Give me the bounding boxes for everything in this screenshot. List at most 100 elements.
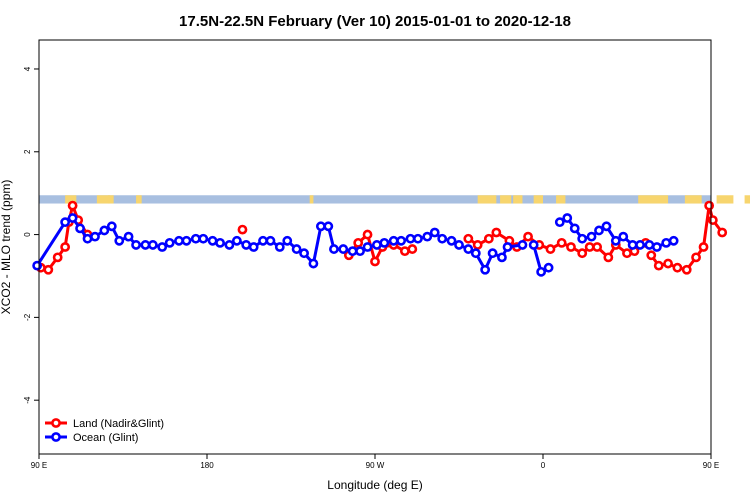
series-ocean [32, 213, 679, 277]
data-point [60, 217, 71, 228]
land-mask-segment [309, 195, 314, 204]
data-point [470, 248, 481, 259]
data-point [545, 244, 556, 254]
data-point [405, 233, 416, 244]
land-mask-segment [684, 195, 702, 204]
data-point [237, 224, 248, 235]
land-mask-segment [108, 195, 114, 204]
y-axis-label: XCO2 - MLO trend (ppm) [0, 180, 13, 315]
data-point [603, 252, 614, 263]
land-mask-segment [477, 195, 497, 204]
ocean-mask [39, 195, 711, 204]
data-point [562, 213, 573, 223]
land-mask-segment [744, 195, 750, 204]
data-point [388, 235, 399, 246]
x-tick-label: 90 E [703, 461, 719, 470]
land-mask-segment [96, 195, 110, 204]
data-point [635, 240, 645, 250]
y-axis: -4 -2 0 2 4 [23, 66, 39, 404]
plot-series [32, 200, 728, 277]
data-point [174, 235, 184, 246]
data-point [566, 242, 576, 252]
data-point [190, 233, 201, 244]
data-point [586, 231, 597, 242]
data-point [106, 221, 117, 232]
data-point [265, 235, 276, 246]
data-point [610, 235, 621, 246]
y-tick-label: 2 [23, 149, 32, 154]
series-line [40, 204, 89, 272]
data-point [157, 242, 168, 252]
x-tick-label: 90 W [366, 461, 385, 470]
data-point [663, 258, 673, 269]
y-tick-label: -4 [23, 396, 32, 404]
data-point [487, 248, 498, 259]
data-point [646, 250, 657, 261]
data-point [497, 252, 507, 263]
data-point [52, 252, 63, 263]
x-tick-label: 90 E [31, 461, 47, 470]
data-point [215, 237, 225, 248]
data-point [681, 264, 692, 275]
data-point [644, 240, 655, 250]
data-point [231, 235, 242, 246]
data-point [437, 233, 448, 244]
data-point [543, 262, 554, 273]
data-point [618, 231, 629, 242]
data-point [704, 200, 715, 211]
data-point [362, 242, 373, 252]
data-point [353, 237, 364, 248]
data-point [224, 240, 235, 250]
data-point [523, 231, 533, 242]
data-point [90, 231, 100, 242]
legend-marker [51, 418, 61, 428]
x-axis-label: Longitude (deg E) [327, 478, 422, 492]
data-point [396, 235, 407, 246]
data-point [707, 215, 718, 225]
legend-marker [51, 432, 61, 442]
legend-label: Ocean (Glint) [73, 432, 138, 444]
data-point [651, 242, 662, 252]
data-point [308, 258, 319, 269]
data-point [323, 221, 334, 232]
data-point [594, 225, 604, 236]
x-axis: 90 E 180 90 W 0 90 E [31, 454, 719, 470]
data-point [698, 242, 709, 252]
data-point [554, 217, 565, 228]
data-point [601, 221, 612, 232]
data-point [592, 242, 603, 252]
data-point [577, 233, 588, 244]
data-point [198, 233, 209, 244]
data-point [463, 244, 474, 254]
data-point [123, 231, 134, 242]
land-mask-band [39, 195, 750, 204]
data-point [114, 235, 125, 246]
data-point [413, 233, 423, 244]
data-point [379, 237, 390, 248]
data-point [355, 246, 365, 257]
data-point [299, 248, 309, 259]
land-mask-segment [556, 195, 566, 204]
data-point [207, 235, 218, 246]
data-point [472, 240, 483, 250]
data-point [454, 240, 464, 250]
y-tick-label: -2 [23, 313, 32, 321]
data-point [147, 240, 158, 250]
data-point [672, 262, 683, 273]
data-point [241, 240, 252, 250]
data-point [407, 244, 418, 254]
data-point [274, 242, 285, 252]
data-point [131, 240, 141, 250]
data-point [258, 235, 268, 246]
data-point [75, 223, 85, 234]
data-point [32, 260, 43, 271]
land-mask-segment [638, 195, 669, 204]
data-point [282, 235, 293, 246]
data-point [691, 252, 701, 263]
data-point [329, 244, 339, 254]
data-point [446, 235, 457, 246]
y-tick-label: 4 [23, 66, 32, 71]
data-point [536, 266, 547, 277]
data-point [291, 244, 302, 254]
